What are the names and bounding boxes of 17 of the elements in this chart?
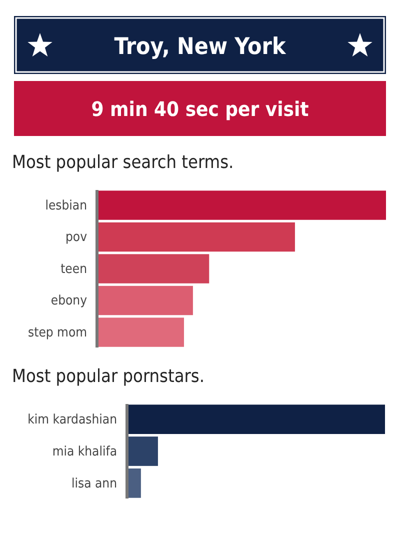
y-tick-label: ebony [50, 294, 88, 309]
y-tick-label: pov [66, 230, 88, 246]
y-tick-label: kim kardashian [28, 412, 117, 428]
x-axis-title: Most popular pornstars. [12, 366, 204, 387]
y-tick-label: lesbian [45, 198, 87, 214]
y-tick-label: step mom [28, 325, 87, 340]
x-axis-title: Most popular search terms. [12, 152, 234, 173]
bar [97, 222, 295, 252]
bar [97, 254, 210, 284]
y-tick-label: teen [60, 262, 87, 277]
bar [97, 190, 386, 220]
y-tick-label: mia khalifa [52, 444, 117, 460]
bar [97, 318, 184, 347]
chart-subtitle: 9 min 40 sec per visit [91, 97, 310, 121]
y-tick-label: lisa ann [72, 476, 117, 492]
chart-title: Troy, New York [114, 34, 287, 60]
bar [97, 286, 193, 316]
